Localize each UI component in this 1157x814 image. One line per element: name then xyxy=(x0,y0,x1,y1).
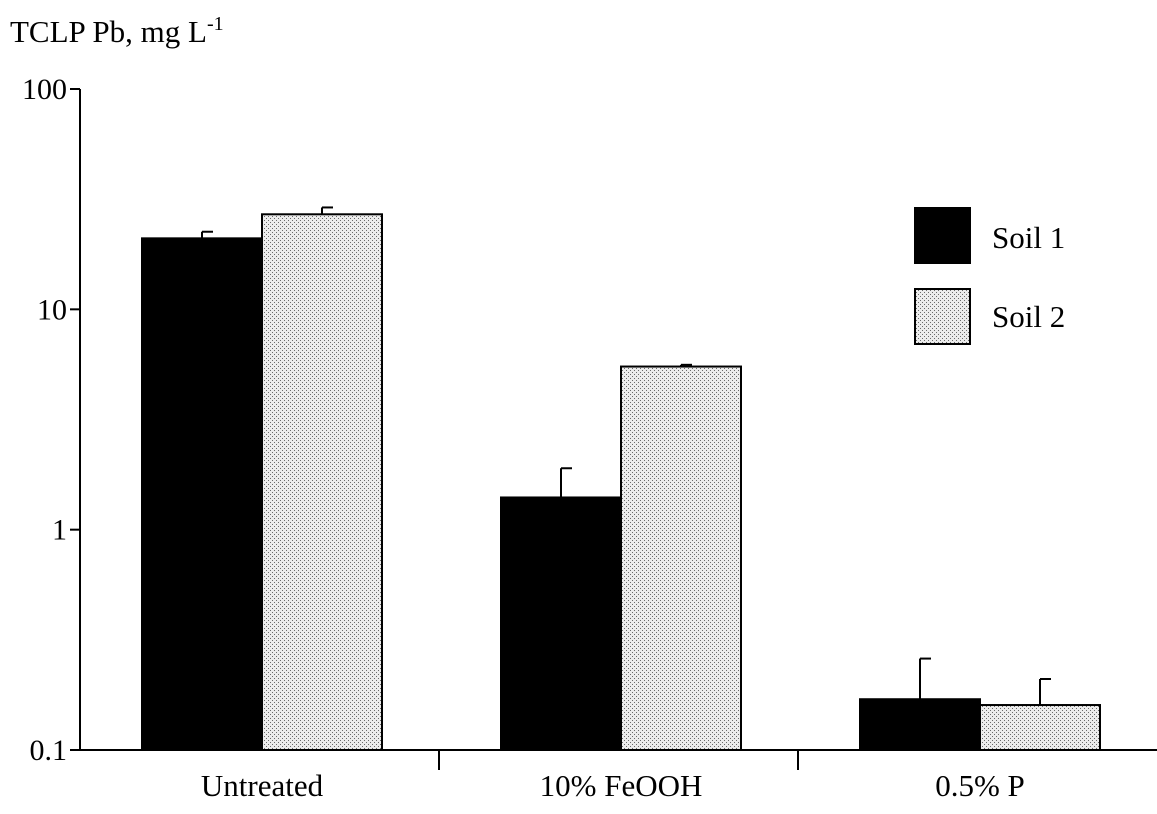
bar xyxy=(141,237,263,751)
error-bars xyxy=(201,206,1051,706)
category-labels: Untreated 10% FeOOH 0.5% P xyxy=(201,768,1025,803)
y-tick-label: 1 xyxy=(52,514,67,547)
category-label: 0.5% P xyxy=(935,768,1025,803)
legend-label-soil-1: Soil 1 xyxy=(992,220,1065,255)
legend: Soil 1 Soil 2 xyxy=(914,207,1065,345)
y-axis-title: TCLP Pb, mg L-1 xyxy=(10,13,224,49)
bars xyxy=(141,213,1101,752)
y-ticks: 0.1 1 10 100 xyxy=(22,73,80,767)
category-label: Untreated xyxy=(201,768,324,803)
bar xyxy=(979,704,1101,752)
category-label: 10% FeOOH xyxy=(540,768,703,803)
y-tick-label: 0.1 xyxy=(30,734,68,767)
legend-swatch-soil-1 xyxy=(914,207,971,264)
x-ticks xyxy=(438,750,799,770)
y-tick-label: 100 xyxy=(22,73,67,106)
bar xyxy=(261,213,383,752)
y-tick-label: 10 xyxy=(37,293,67,326)
y-axis-title-superscript: -1 xyxy=(207,13,224,35)
legend-swatch-soil-2 xyxy=(914,288,971,345)
bar xyxy=(500,496,622,751)
bar xyxy=(859,698,981,752)
bar xyxy=(620,365,742,751)
legend-label-soil-2: Soil 2 xyxy=(992,299,1065,334)
